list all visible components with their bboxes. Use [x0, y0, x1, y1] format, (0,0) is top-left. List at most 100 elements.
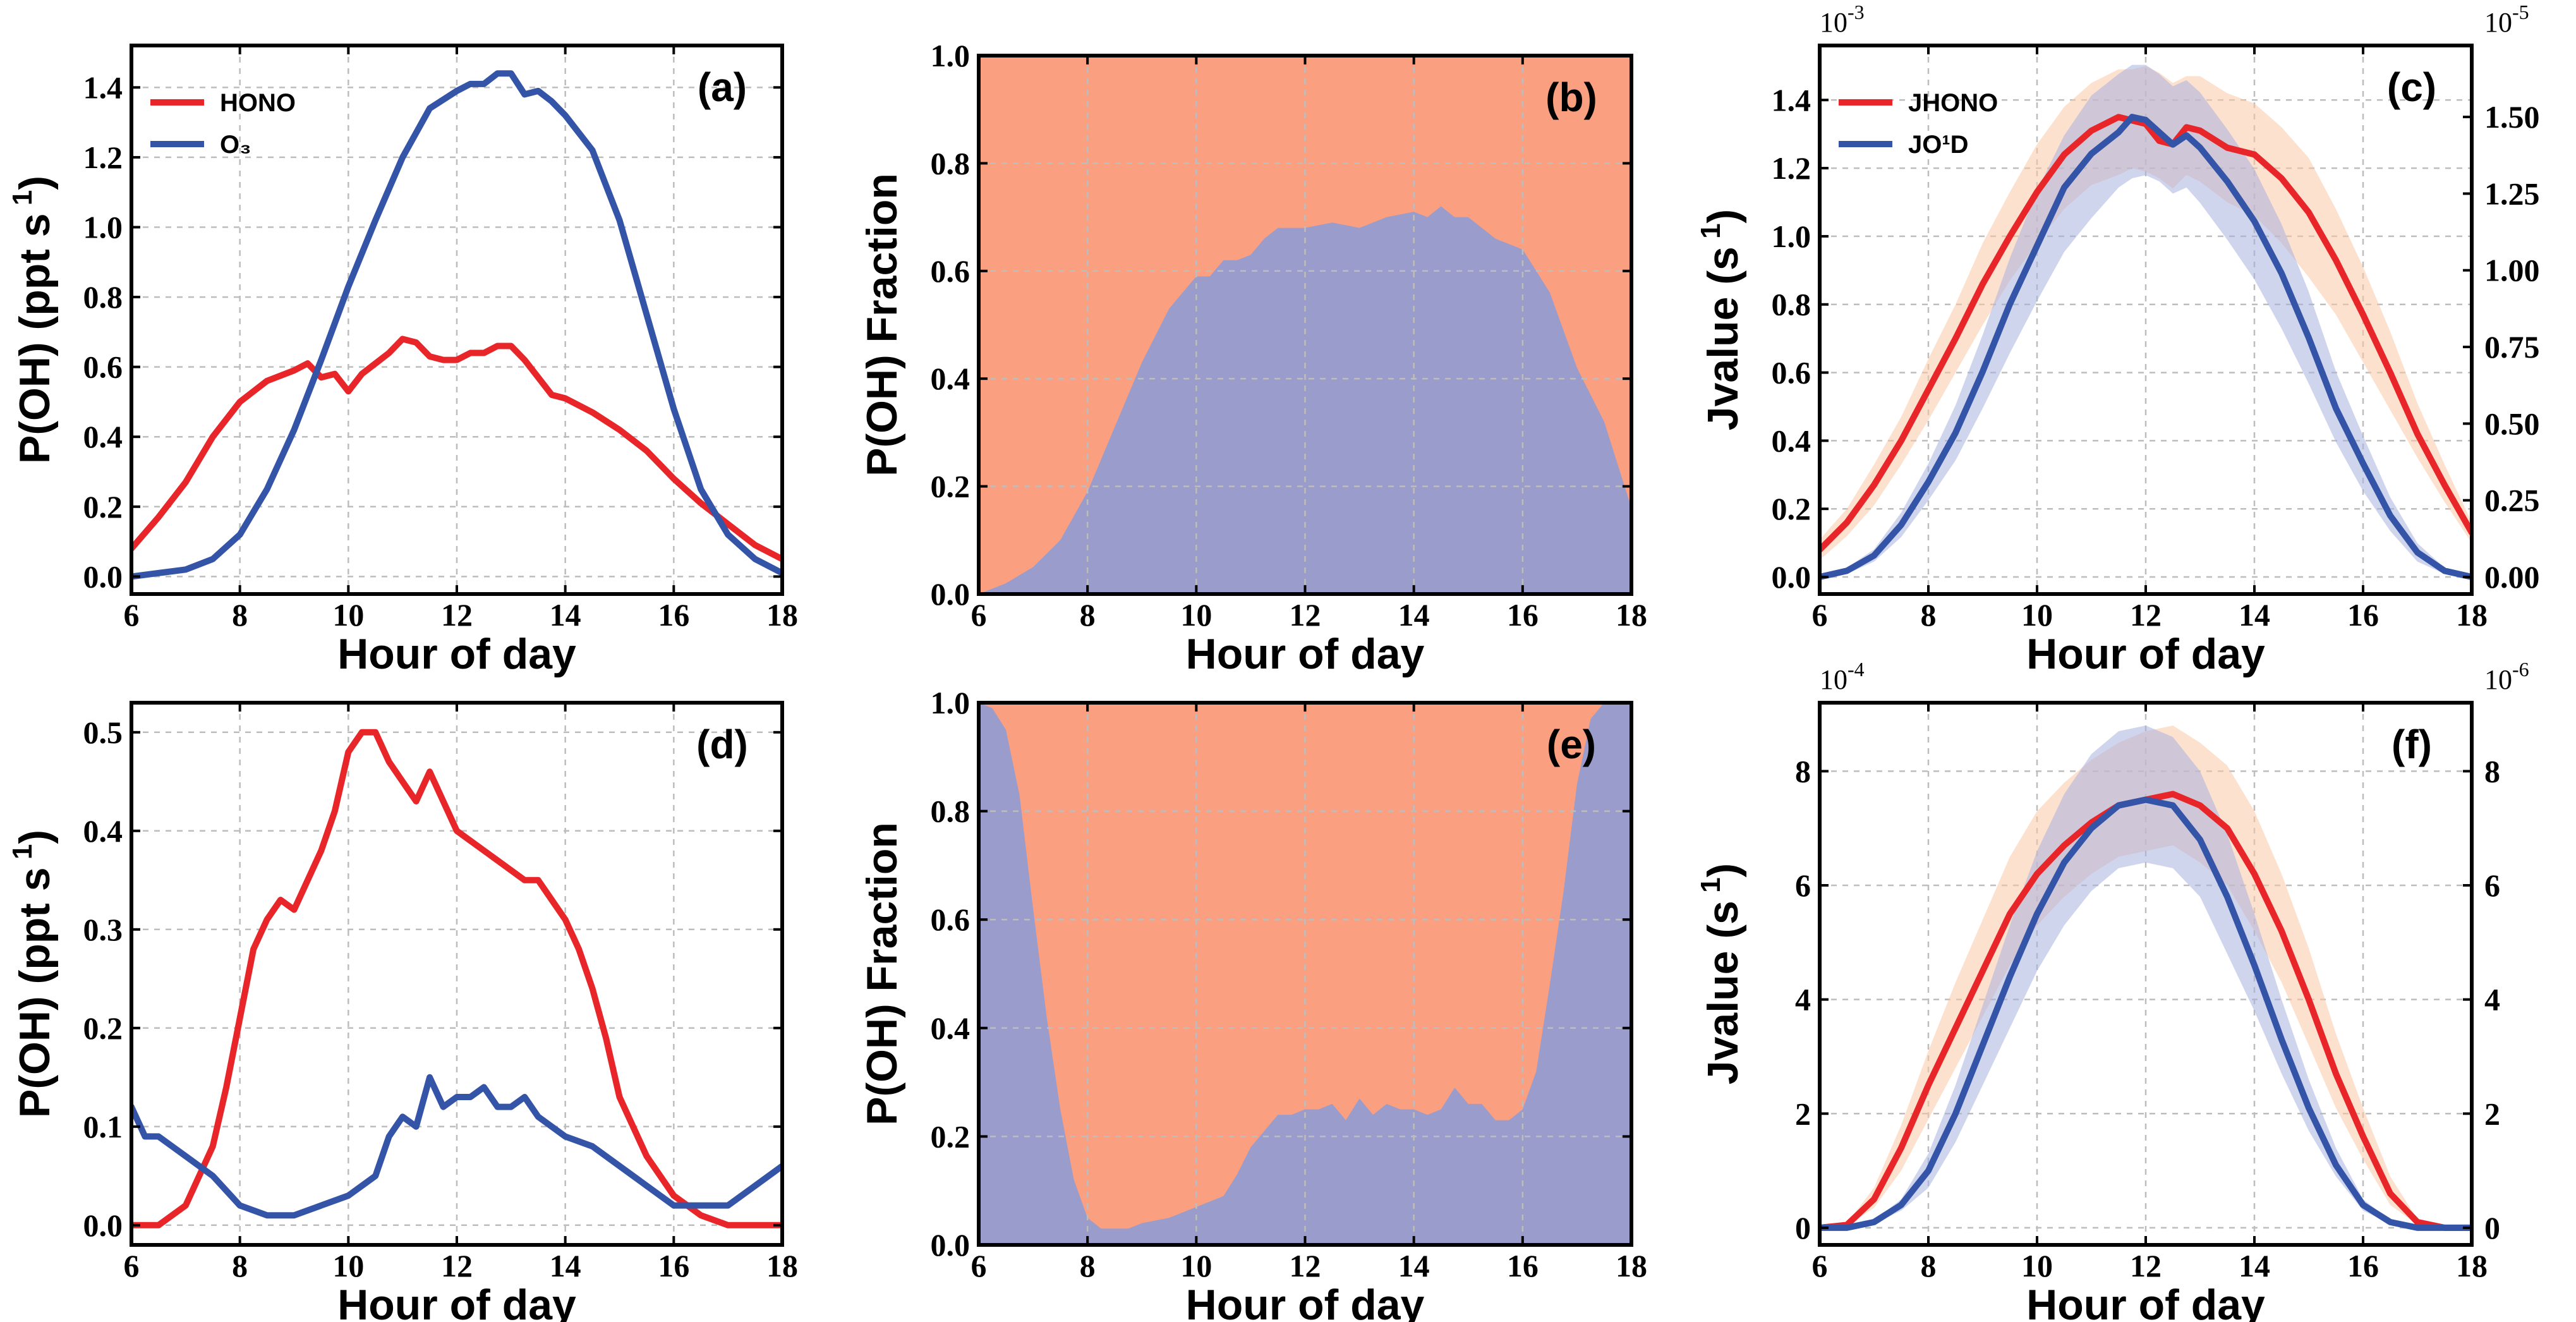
x-tick-label: 12: [2130, 1248, 2162, 1283]
x-tick-label: 14: [2239, 1248, 2270, 1283]
y-tick-label: 8: [1795, 753, 1811, 789]
y-axis-label: P(OH) (ppt s 1): [7, 830, 59, 1118]
mult-base: 10: [2484, 7, 2512, 38]
y-axis-label-sup: 1: [7, 844, 38, 868]
x-tick-label: 14: [550, 1248, 581, 1283]
x-tick-label: 10: [2021, 1248, 2053, 1283]
y-tick-label: 0.4: [83, 813, 123, 849]
y-axis-label-text: P(OH) Fraction: [858, 822, 906, 1125]
x-tick-label: 8: [232, 1248, 248, 1283]
y-tick-label: 0.0: [83, 559, 123, 594]
y-axis-label-text: P(OH) (ppt s: [11, 867, 59, 1118]
y-tick-label: 1.2: [1772, 150, 1811, 186]
y-tick-label: 0.8: [1772, 287, 1811, 322]
legend-label: HONO: [220, 89, 296, 117]
x-tick-label: 8: [1921, 597, 1937, 633]
x-tick-label: 16: [1507, 597, 1539, 633]
y-tick-label: 1.4: [83, 70, 123, 105]
panel-label: (f): [2392, 722, 2432, 767]
series-line-0: [131, 336, 782, 562]
y-tick-label: 2: [1795, 1096, 1811, 1131]
y-tick-label: 0.2: [83, 489, 123, 525]
x-tick-label: 12: [441, 1248, 473, 1283]
x-tick-label: 18: [766, 597, 798, 633]
x-tick-label: 16: [658, 597, 689, 633]
y-tick-label: 1.0: [1772, 219, 1811, 254]
plot-area: [979, 703, 1631, 1245]
y-tick-label: 0.6: [931, 902, 971, 937]
series-line-1: [131, 1074, 782, 1219]
x-tick-label: 6: [124, 597, 140, 633]
x-tick-label: 8: [1080, 1248, 1096, 1283]
x-tick-label: 14: [2239, 597, 2270, 633]
x-tick-label: 10: [1180, 1248, 1212, 1283]
y-axis-label: P(OH) (ppt s 1): [7, 176, 59, 464]
y-axis-label: P(OH) Fraction: [858, 173, 906, 476]
x-axis-label: Hour of day: [1186, 630, 1425, 678]
y2-tick-label: 0.50: [2484, 406, 2540, 441]
x-tick-label: 6: [1812, 1248, 1828, 1283]
mult-exp: -5: [2512, 1, 2529, 23]
x-tick-label: 12: [1290, 1248, 1321, 1283]
y-tick-label: 1.0: [931, 38, 971, 73]
x-axis-label: Hour of day: [1186, 1281, 1425, 1322]
y2-tick-label: 0.00: [2484, 559, 2540, 595]
y-axis-label-close: ): [1699, 209, 1747, 224]
left-multiplier: 10-4: [1820, 658, 1865, 695]
y-tick-label: 0.2: [931, 1119, 971, 1154]
y-tick-label: 0.6: [931, 253, 971, 289]
y2-tick-label: 1.25: [2484, 176, 2540, 211]
y2-tick-label: 0.25: [2484, 483, 2540, 518]
panel-label: (a): [698, 64, 747, 110]
series-line-1: [1820, 114, 2472, 581]
plot-area: [1820, 703, 2472, 1245]
right-multiplier: 10-6: [2484, 658, 2529, 695]
plot-area: [131, 45, 782, 594]
y-axis-label-text: P(OH) Fraction: [858, 173, 906, 476]
legend-label: JO¹D: [1908, 131, 1969, 159]
x-tick-label: 10: [332, 1248, 364, 1283]
panel-c: 6 8 10 12 14 16 18 0.0 0.2 0.4 0.6 0.8 1.0 1.2 1.4 0.00…: [1695, 1, 2540, 678]
y-tick-label: 0.4: [83, 419, 123, 454]
y-tick-label: 0: [1795, 1210, 1811, 1246]
mult-exp: -4: [1847, 658, 1865, 681]
x-tick-label: 6: [971, 1248, 987, 1283]
y2-tick-label: 4: [2484, 982, 2500, 1017]
band-1: [1820, 64, 2472, 578]
x-tick-label: 8: [1921, 1248, 1937, 1283]
x-tick-label: 14: [550, 597, 581, 633]
legend-label: JHONO: [1908, 89, 1998, 117]
x-axis-label: Hour of day: [2026, 630, 2265, 678]
y-tick-label: 0.0: [931, 576, 971, 612]
y-axis-label-text: Jvalue (s: [1699, 246, 1747, 430]
panel-label: (b): [1545, 75, 1597, 120]
y-tick-label: 0.6: [83, 349, 123, 385]
y-axis-label-close: ): [11, 830, 59, 844]
y-axis-label: Jvalue (s 1): [1695, 209, 1747, 430]
panel-a: 6 8 10 12 14 16 18 0.0 0.2 0.4 0.6 0.8 1.0 1.2 1.4 Hour…: [7, 44, 798, 678]
y-tick-label: 0.0: [83, 1208, 123, 1243]
y-tick-label: 0.4: [1772, 423, 1811, 458]
legend-label: O₃: [220, 131, 251, 159]
y-axis-label-text: P(OH) (ppt s: [11, 213, 59, 464]
mult-exp: -3: [1847, 1, 1865, 23]
x-tick-label: 6: [124, 1248, 140, 1283]
y-tick-label: 0.0: [1772, 559, 1811, 595]
x-tick-label: 16: [1507, 1248, 1539, 1283]
x-tick-label: 14: [1398, 597, 1430, 633]
x-tick-label: 12: [1290, 597, 1321, 633]
y-axis-label-close: ): [1699, 863, 1747, 878]
y-tick-label: 0.4: [931, 361, 971, 396]
y2-tick-label: 0: [2484, 1210, 2500, 1246]
x-axis-label: Hour of day: [337, 1281, 576, 1322]
x-tick-label: 10: [2021, 597, 2053, 633]
x-tick-label: 8: [232, 597, 248, 633]
x-tick-label: 14: [1398, 1248, 1430, 1283]
plot-area: [1820, 45, 2472, 594]
mult-exp: -6: [2512, 658, 2529, 681]
y-tick-label: 0.1: [83, 1109, 123, 1144]
x-tick-label: 8: [1080, 597, 1096, 633]
x-tick-label: 18: [766, 1248, 798, 1283]
y-tick-label: 0.3: [83, 912, 123, 947]
